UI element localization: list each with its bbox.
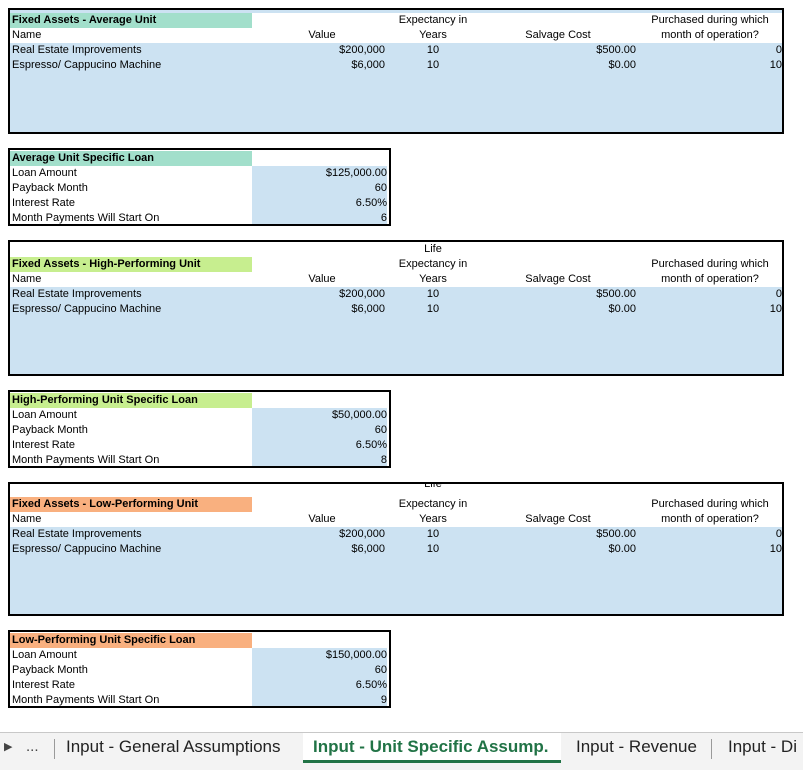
col-name-header: Name <box>10 28 252 43</box>
tab-input-unit-specific-assumptions[interactable]: Input - Unit Specific Assump. <box>303 733 561 763</box>
loan-rate[interactable]: 6.50% <box>252 678 387 693</box>
asset-month[interactable]: 10 <box>769 59 782 71</box>
asset-name[interactable]: Espresso/ Cappucino Machine <box>12 303 162 315</box>
col-life-header-2: Years <box>419 513 447 525</box>
loan-start[interactable]: 6 <box>252 211 387 224</box>
loan-label: Month Payments Will Start On <box>10 693 252 706</box>
loan-amount[interactable]: $50,000.00 <box>252 408 387 423</box>
col-purchased-header-1: Purchased during which <box>651 498 769 510</box>
asset-salvage[interactable]: $500.00 <box>596 44 636 56</box>
loan-rate[interactable]: 6.50% <box>252 438 387 453</box>
asset-name[interactable]: Real Estate Improvements <box>12 288 142 300</box>
scroll-tabs-right-icon[interactable]: ▶ <box>4 741 13 753</box>
fixed-assets-low-table: Life Expectancy in Fixed Assets - Low-Pe… <box>8 482 784 616</box>
loan-label: Loan Amount <box>10 408 252 423</box>
asset-salvage[interactable]: $500.00 <box>596 288 636 300</box>
col-purchased-header-1: Purchased during which <box>651 14 769 26</box>
asset-life[interactable]: 10 <box>426 543 440 555</box>
col-salvage-header: Salvage Cost <box>525 513 591 525</box>
asset-life[interactable]: 10 <box>426 288 440 300</box>
asset-name[interactable]: Espresso/ Cappucino Machine <box>12 543 162 555</box>
col-purchased-header-1: Purchased during which <box>651 258 769 270</box>
asset-name[interactable]: Real Estate Improvements <box>12 44 142 56</box>
loan-average-title: Average Unit Specific Loan <box>10 151 252 166</box>
header-filler <box>252 13 782 43</box>
asset-value[interactable]: $6,000 <box>351 59 385 71</box>
col-life-header-0: Life <box>424 243 442 255</box>
loan-low-title: Low-Performing Unit Specific Loan <box>10 633 252 648</box>
more-tabs-button[interactable]: ... <box>26 738 39 755</box>
asset-life[interactable]: 10 <box>426 303 440 315</box>
tab-input-general-assumptions[interactable]: Input - General Assumptions <box>66 737 281 756</box>
loan-label: Payback Month <box>10 181 252 196</box>
loan-amount[interactable]: $125,000.00 <box>252 166 387 181</box>
loan-label: Loan Amount <box>10 648 252 663</box>
tab-separator <box>711 739 712 759</box>
asset-name[interactable]: Real Estate Improvements <box>12 528 142 540</box>
asset-life[interactable]: 10 <box>426 44 440 56</box>
col-life-header-1: Expectancy in <box>398 498 468 510</box>
loan-label: Payback Month <box>10 423 252 438</box>
col-life-header-0: Life <box>424 482 442 490</box>
col-value-header: Value <box>308 513 336 525</box>
loan-label: Month Payments Will Start On <box>10 211 252 224</box>
col-purchased-header-2: month of operation? <box>661 513 759 525</box>
col-life-header-1: Expectancy in <box>398 258 468 270</box>
asset-month[interactable]: 0 <box>775 528 782 540</box>
asset-month[interactable]: 10 <box>769 303 782 315</box>
fixed-assets-low-title: Fixed Assets - Low-Performing Unit <box>10 497 252 512</box>
loan-label: Interest Rate <box>10 678 252 693</box>
asset-value[interactable]: $200,000 <box>339 288 385 300</box>
col-value-header: Value <box>308 29 336 41</box>
loan-amount[interactable]: $150,000.00 <box>252 648 387 663</box>
asset-month[interactable]: 0 <box>775 288 782 300</box>
loan-payback[interactable]: 60 <box>252 423 387 438</box>
col-purchased-header-2: month of operation? <box>661 29 759 41</box>
asset-name[interactable]: Espresso/ Cappucino Machine <box>12 59 162 71</box>
loan-label: Interest Rate <box>10 438 252 453</box>
fixed-assets-high-title: Fixed Assets - High-Performing Unit <box>10 257 252 272</box>
asset-month[interactable]: 0 <box>775 44 782 56</box>
col-purchased-header-2: month of operation? <box>661 273 759 285</box>
asset-salvage[interactable]: $500.00 <box>596 528 636 540</box>
asset-salvage[interactable]: $0.00 <box>608 59 636 71</box>
tab-input-di[interactable]: Input - Di <box>728 737 797 756</box>
loan-payback[interactable]: 60 <box>252 181 387 196</box>
asset-value[interactable]: $200,000 <box>339 44 385 56</box>
asset-salvage[interactable]: $0.00 <box>608 543 636 555</box>
loan-high-title: High-Performing Unit Specific Loan <box>10 393 252 408</box>
col-life-header-1: Expectancy in <box>398 14 468 26</box>
loan-high-table: High-Performing Unit Specific Loan Loan … <box>8 390 391 468</box>
sheet-tab-bar: ▶ ... Input - General Assumptions Input … <box>0 732 803 770</box>
col-value-header: Value <box>308 273 336 285</box>
col-name-header: Name <box>12 273 42 285</box>
loan-payback[interactable]: 60 <box>252 663 387 678</box>
tab-input-revenue[interactable]: Input - Revenue <box>576 737 697 756</box>
asset-salvage[interactable]: $0.00 <box>608 303 636 315</box>
tab-separator <box>54 739 55 759</box>
fixed-assets-average-table: Fixed Assets - Average Unit Name Expecta… <box>8 8 784 134</box>
loan-label: Payback Month <box>10 663 252 678</box>
loan-label: Month Payments Will Start On <box>10 453 252 466</box>
loan-rate[interactable]: 6.50% <box>252 196 387 211</box>
fixed-assets-high-table: Life Expectancy in Fixed Assets - High-P… <box>8 240 784 376</box>
loan-start[interactable]: 8 <box>252 453 387 466</box>
asset-life[interactable]: 10 <box>426 59 440 71</box>
loan-label: Loan Amount <box>10 166 252 181</box>
asset-life[interactable]: 10 <box>426 528 440 540</box>
asset-month[interactable]: 10 <box>769 543 782 555</box>
col-salvage-header: Salvage Cost <box>525 29 591 41</box>
col-life-header-2: Years <box>419 273 447 285</box>
col-life-header-2: Years <box>419 29 447 41</box>
loan-start[interactable]: 9 <box>252 693 387 706</box>
col-salvage-header: Salvage Cost <box>525 273 591 285</box>
col-name-header: Name <box>12 513 42 525</box>
asset-value[interactable]: $6,000 <box>351 543 385 555</box>
loan-label: Interest Rate <box>10 196 252 211</box>
asset-value[interactable]: $200,000 <box>339 528 385 540</box>
loan-average-table: Average Unit Specific Loan Loan Amount P… <box>8 148 391 226</box>
asset-value[interactable]: $6,000 <box>351 303 385 315</box>
fixed-assets-average-title: Fixed Assets - Average Unit <box>10 13 252 28</box>
loan-low-table: Low-Performing Unit Specific Loan Loan A… <box>8 630 391 708</box>
